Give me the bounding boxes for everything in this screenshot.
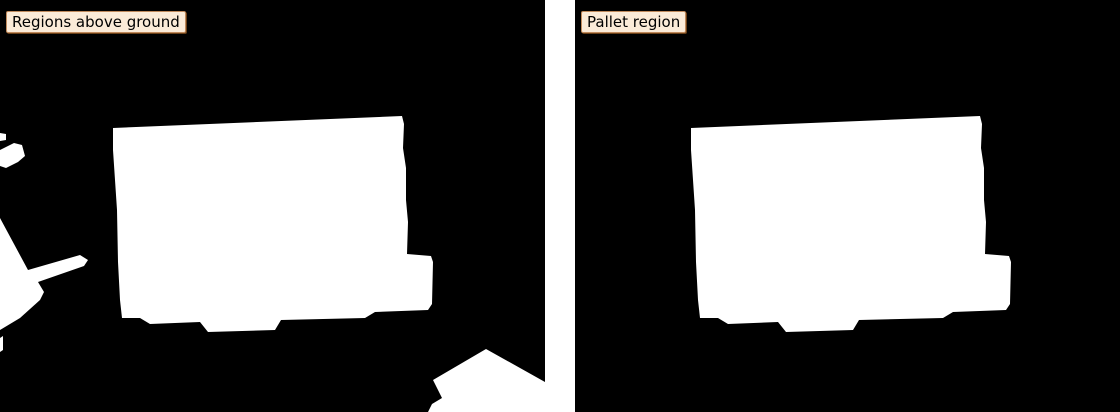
region-display xyxy=(691,116,1011,332)
small-blob-region xyxy=(0,143,25,168)
window-caption: Pallet region xyxy=(581,11,687,33)
pallet-region xyxy=(113,116,433,332)
region-display xyxy=(0,116,545,412)
pallet-region xyxy=(691,116,1011,332)
window-caption: Regions above ground xyxy=(6,11,186,33)
graphics-window-regions-above-ground[interactable]: Regions above ground xyxy=(0,0,545,412)
graphics-window-pallet-region[interactable]: Pallet region xyxy=(575,0,1120,412)
forklift-region xyxy=(0,218,88,330)
sliver-region xyxy=(0,336,3,352)
bottom-object-region xyxy=(428,349,545,412)
edge-blob-region xyxy=(0,133,6,141)
